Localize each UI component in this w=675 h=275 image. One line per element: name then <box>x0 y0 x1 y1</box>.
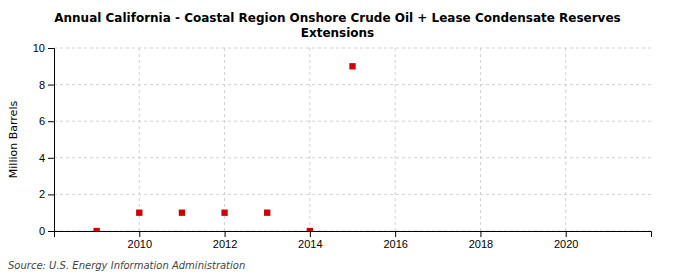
y-axis: 0 2 4 6 8 10 <box>33 42 55 237</box>
y-tick-mark <box>48 194 54 195</box>
x-tick-mark <box>480 231 481 237</box>
x-tick-label: 2016 <box>383 238 407 250</box>
y-tick-label: 0 <box>39 225 45 237</box>
x-tick-mark <box>139 231 140 237</box>
y-axis-title: Million Barrels <box>7 101 20 179</box>
marks <box>93 63 355 231</box>
y-tick: 2 <box>39 188 54 200</box>
x-tick-mark <box>395 231 396 237</box>
point <box>179 210 185 216</box>
y-tick-label: 10 <box>33 42 45 54</box>
chart: Annual California - Coastal Region Onsho… <box>0 0 675 275</box>
grid-line-y <box>54 194 651 195</box>
y-tick-mark <box>48 48 54 49</box>
x-tick-label: 2010 <box>128 238 152 250</box>
grid-line-x <box>480 48 481 231</box>
grid-line-x <box>565 48 566 231</box>
point <box>307 228 313 231</box>
x-axis: 2010 2012 2014 2016 2018 2020 <box>55 231 652 250</box>
y-tick: 10 <box>33 42 54 54</box>
y-tick-mark <box>48 121 54 122</box>
x-tick: 2014 <box>298 231 322 250</box>
y-tick: 4 <box>39 152 54 164</box>
x-tick-label: 2018 <box>469 238 493 250</box>
point <box>136 210 142 216</box>
x-tick-mark <box>310 231 311 237</box>
grid-line-y <box>54 84 651 85</box>
x-axis-line <box>55 232 652 238</box>
grid <box>54 48 651 231</box>
y-tick-label: 2 <box>39 188 45 200</box>
grid-line-x <box>309 48 310 231</box>
point <box>93 228 99 231</box>
title: Annual California - Coastal Region Onsho… <box>54 11 620 40</box>
x-tick-mark <box>225 231 226 237</box>
grid-line-x <box>139 48 140 231</box>
grid-line-y <box>54 121 651 122</box>
y-tick-mark <box>48 158 54 159</box>
grid-line-x <box>224 48 225 231</box>
grid-line-y <box>54 157 651 158</box>
x-tick-label: 2012 <box>213 238 237 250</box>
y-tick-mark <box>48 85 54 86</box>
y-tick-label: 8 <box>39 79 45 91</box>
grid-line-x <box>395 48 396 231</box>
point <box>349 63 355 69</box>
x-tick: 2020 <box>554 231 578 250</box>
x-tick-mark <box>566 231 567 237</box>
y-tick: 0 <box>39 225 54 237</box>
y-tick-label: 6 <box>39 115 45 127</box>
plot: 2010 2012 2014 2016 2018 2020 0 2 4 6 8 10 <box>33 42 652 250</box>
y-tick: 6 <box>39 115 54 127</box>
y-tick-label: 4 <box>39 152 45 164</box>
title-line: Annual California - Coastal Region Onsho… <box>54 11 620 25</box>
x-tick: 2018 <box>469 231 493 250</box>
grid-line-y <box>54 48 651 49</box>
annotation: Source: U.S. Energy Information Administ… <box>8 260 245 271</box>
y-axis-line <box>48 49 55 232</box>
x-tick: 2010 <box>128 231 152 250</box>
title-line: Extensions <box>301 26 375 40</box>
x-tick-label: 2014 <box>298 238 322 250</box>
y-tick: 8 <box>39 79 54 91</box>
point <box>264 210 270 216</box>
x-tick-label: 2020 <box>554 238 578 250</box>
point <box>221 210 227 216</box>
x-tick: 2012 <box>213 231 237 250</box>
y-tick-mark <box>48 231 54 232</box>
x-tick: 2016 <box>383 231 407 250</box>
